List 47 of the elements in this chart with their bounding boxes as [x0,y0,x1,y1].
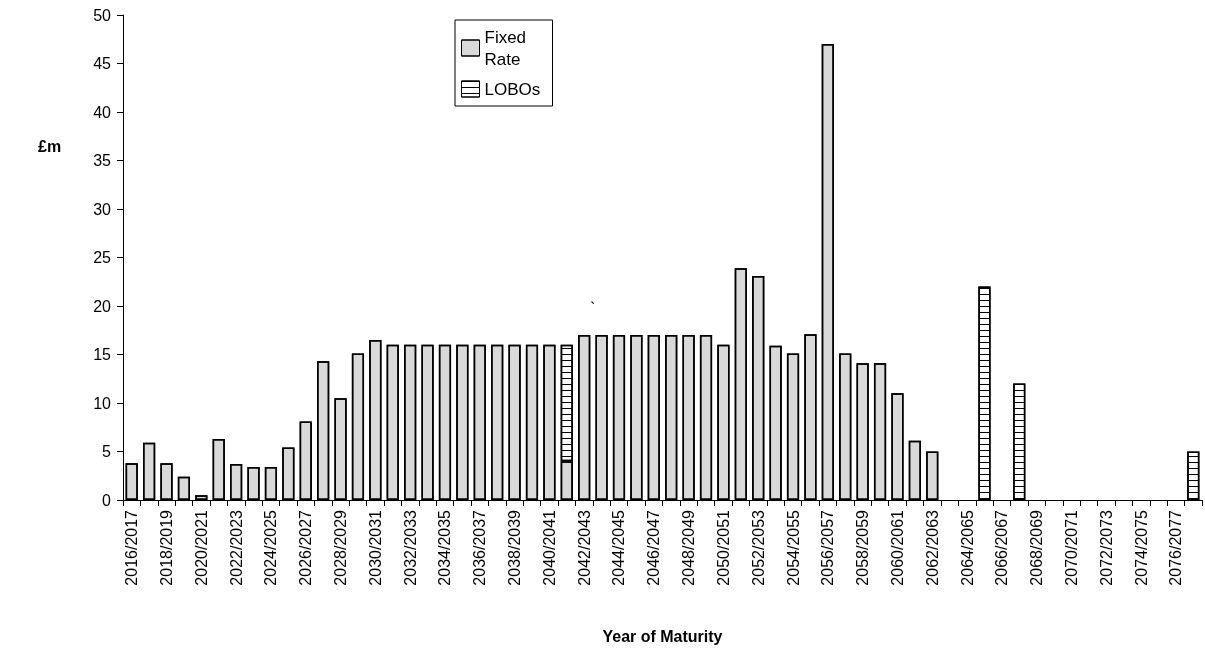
x-tick-label: 2052/2053 [749,509,767,586]
x-tick-label: 2068/2069 [1028,509,1046,586]
x-tick-label: 2054/2055 [784,509,802,586]
y-tick-label: 15 [93,346,112,363]
x-tick-label: 2050/2051 [714,509,732,586]
y-axis-title: £m [38,137,62,155]
x-tick-label: 2048/2049 [680,509,698,586]
x-tick-label: 2036/2037 [471,509,489,586]
x-tick-label: 2034/2035 [436,509,454,586]
x-tick-label: 2076/2077 [1167,509,1185,586]
x-tick-label: 2044/2045 [610,509,628,586]
y-tick-label: 0 [102,491,112,509]
x-tick-label: 2030/2031 [366,509,384,586]
x-tick-label: 2066/2067 [993,509,1011,586]
y-tick-label: 25 [93,249,112,266]
legend-label: Fixed Rate [484,27,531,69]
y-tick-label: 50 [93,6,112,24]
x-tick-label: 2024/2025 [262,509,280,586]
x-tick-label: 2038/2039 [506,509,524,586]
y-tick-label: 30 [93,200,112,218]
x-tick-label: 2042/2043 [575,509,593,586]
x-tick-label: 2022/2023 [227,509,245,586]
x-tick-label: 2070/2071 [1062,509,1080,586]
x-tick-label: 2026/2027 [297,509,315,586]
x-tick-label: 2064/2065 [958,509,976,586]
x-tick-label: 2018/2019 [158,509,176,586]
y-tick-label: 45 [93,55,112,72]
x-tick-label: 2074/2075 [1132,509,1150,586]
y-tick-label: 5 [102,443,112,460]
y-tick-label: 10 [93,394,112,412]
y-tick-label: 20 [93,297,112,315]
x-tick-label: 2020/2021 [192,509,210,586]
x-tick-label: 2062/2063 [923,509,941,586]
x-tick-label: 2040/2041 [540,509,558,586]
x-tick-label: 2032/2033 [401,509,419,586]
x-axis-title: Year of Maturity [602,627,723,645]
x-tick-label: 2058/2059 [854,509,872,586]
x-tick-label: 2072/2073 [1097,509,1115,586]
x-tick-label: 2060/2061 [888,509,906,586]
annotation: ` [590,299,596,317]
x-tick-label: 2028/2029 [332,509,350,586]
x-tick-label: 2046/2047 [645,509,663,586]
x-tick-label: 2016/2017 [123,509,141,586]
y-tick-label: 40 [93,103,112,121]
x-tick-label: 2056/2057 [819,509,837,586]
y-tick-label: 35 [93,152,112,169]
legend-label: LOBOs [484,79,541,99]
